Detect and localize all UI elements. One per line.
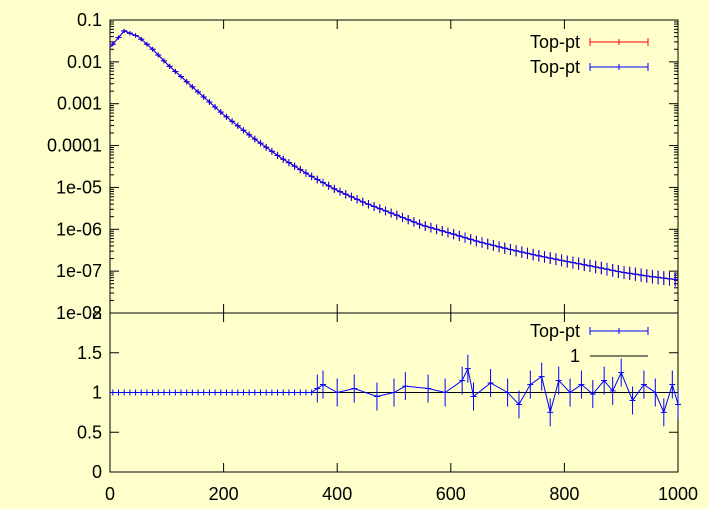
legend-reference-label: 1 (570, 346, 580, 366)
top-y-tick-label: 0.0001 (47, 136, 102, 156)
top-panel-frame (109, 19, 679, 314)
bottom-y-tick-label: 2 (92, 303, 102, 323)
bottom-y-tick-label: 1.5 (77, 343, 102, 363)
bottom-y-tick-label: 0.5 (77, 422, 102, 442)
top-series-red-line (109, 30, 679, 281)
top-y-tick-label: 1e-05 (56, 177, 102, 197)
legend-top-red-label: Top-pt (530, 32, 580, 52)
x-tick-label: 800 (549, 484, 579, 504)
top-series-blue-line (109, 30, 679, 281)
x-tick-label: 200 (209, 484, 239, 504)
legend-ratio-label: Top-pt (530, 321, 580, 341)
top-y-tick-label: 1e-08 (56, 303, 102, 323)
top-y-tick-label: 0.1 (77, 10, 102, 30)
bottom-y-tick-label: 0 (92, 462, 102, 482)
top-y-tick-label: 1e-06 (56, 219, 102, 239)
top-y-tick-label: 0.01 (67, 52, 102, 72)
top-y-tick-label: 0.001 (57, 94, 102, 114)
x-tick-label: 400 (322, 484, 352, 504)
x-tick-label: 0 (105, 484, 115, 504)
x-tick-label: 1000 (658, 484, 698, 504)
x-tick-label: 600 (436, 484, 466, 504)
top-y-tick-label: 1e-07 (56, 261, 102, 281)
bottom-y-tick-label: 1 (92, 383, 102, 403)
legend-top-blue-label: Top-pt (530, 57, 580, 77)
